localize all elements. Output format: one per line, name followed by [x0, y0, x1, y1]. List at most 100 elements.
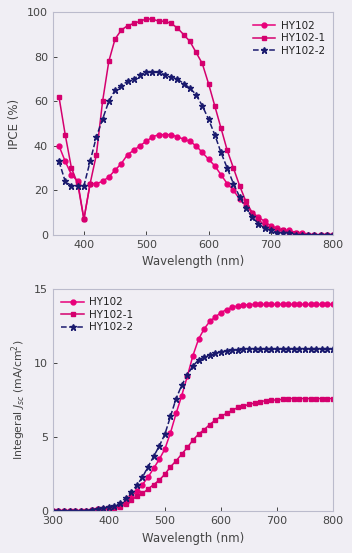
- HY102-2: [135, 482, 139, 489]
- HY102-2: [182, 80, 186, 87]
- HY102-1: [219, 124, 223, 131]
- HY102: [236, 302, 240, 309]
- HY102-1: [281, 227, 285, 233]
- HY102-2: [256, 220, 260, 227]
- HY102: [57, 143, 61, 149]
- HY102-2: [138, 71, 142, 78]
- HY102: [252, 301, 257, 307]
- HY102-1: [150, 15, 155, 22]
- HY102-1: [157, 18, 161, 24]
- HY102-1: [244, 198, 248, 205]
- HY102: [319, 232, 323, 238]
- HY102: [69, 171, 74, 178]
- HY102-1: [331, 232, 335, 238]
- HY102: [107, 174, 111, 180]
- Line: HY102: HY102: [50, 302, 335, 514]
- HY102-1: [312, 232, 316, 238]
- Line: HY102-1: HY102-1: [57, 17, 335, 237]
- HY102-2: [188, 85, 192, 91]
- HY102-1: [331, 395, 335, 402]
- HY102: [94, 180, 99, 187]
- HY102-2: [144, 69, 148, 76]
- HY102-1: [325, 232, 329, 238]
- HY102-1: [306, 232, 310, 238]
- HY102-1: [140, 490, 145, 497]
- HY102-2: [269, 227, 273, 233]
- HY102: [312, 232, 316, 238]
- HY102: [112, 504, 117, 511]
- HY102: [287, 227, 291, 233]
- HY102-2: [125, 78, 130, 85]
- HY102-1: [213, 102, 217, 109]
- HY102: [188, 138, 192, 145]
- HY102: [175, 134, 180, 140]
- HY102-2: [281, 229, 285, 236]
- HY102-1: [82, 216, 86, 222]
- HY102-2: [231, 180, 235, 187]
- HY102-1: [135, 493, 139, 500]
- HY102-1: [88, 180, 92, 187]
- HY102-2: [194, 91, 198, 98]
- HY102-2: [119, 82, 124, 89]
- HY102-2: [107, 98, 111, 105]
- HY102-2: [331, 346, 335, 352]
- HY102: [76, 178, 80, 185]
- HY102-2: [247, 346, 251, 352]
- HY102-2: [88, 158, 92, 165]
- HY102: [331, 232, 335, 238]
- HY102-1: [319, 232, 323, 238]
- HY102-2: [163, 71, 167, 78]
- HY102: [244, 202, 248, 209]
- HY102: [325, 301, 329, 307]
- HY102-1: [112, 505, 117, 512]
- HY102-2: [206, 116, 210, 122]
- HY102: [135, 488, 139, 494]
- HY102-2: [319, 232, 323, 238]
- HY102-1: [294, 229, 298, 236]
- HY102-1: [51, 508, 55, 515]
- HY102-1: [194, 49, 198, 56]
- HY102-2: [294, 232, 298, 238]
- HY102-1: [200, 60, 205, 67]
- HY102: [88, 180, 92, 187]
- HY102-1: [300, 232, 304, 238]
- HY102: [194, 143, 198, 149]
- HY102-1: [325, 395, 329, 402]
- HY102-1: [69, 165, 74, 171]
- HY102-2: [238, 194, 242, 200]
- Y-axis label: IPCE (%): IPCE (%): [8, 98, 21, 149]
- HY102: [275, 225, 279, 231]
- Line: HY102: HY102: [57, 132, 335, 237]
- HY102: [82, 216, 86, 222]
- HY102-1: [231, 165, 235, 171]
- HY102-2: [132, 76, 136, 82]
- HY102: [294, 229, 298, 236]
- HY102-1: [119, 27, 124, 33]
- HY102: [113, 167, 117, 174]
- HY102-2: [63, 178, 67, 185]
- HY102-1: [287, 229, 291, 236]
- HY102-1: [225, 147, 229, 154]
- HY102-2: [200, 102, 205, 109]
- HY102-2: [236, 346, 240, 353]
- HY102-1: [94, 152, 99, 158]
- HY102: [140, 481, 145, 488]
- HY102-1: [100, 98, 105, 105]
- HY102-1: [206, 80, 210, 87]
- HY102: [182, 136, 186, 143]
- HY102-1: [175, 24, 180, 31]
- HY102-2: [287, 229, 291, 236]
- HY102-1: [169, 20, 173, 27]
- HY102: [238, 196, 242, 202]
- HY102: [331, 301, 335, 307]
- HY102: [138, 143, 142, 149]
- HY102-2: [157, 69, 161, 76]
- HY102-2: [169, 74, 173, 80]
- HY102: [200, 149, 205, 156]
- HY102-2: [263, 225, 267, 231]
- HY102-1: [163, 18, 167, 24]
- HY102: [281, 227, 285, 233]
- HY102-1: [57, 93, 61, 100]
- HY102-2: [225, 165, 229, 171]
- HY102: [250, 209, 254, 216]
